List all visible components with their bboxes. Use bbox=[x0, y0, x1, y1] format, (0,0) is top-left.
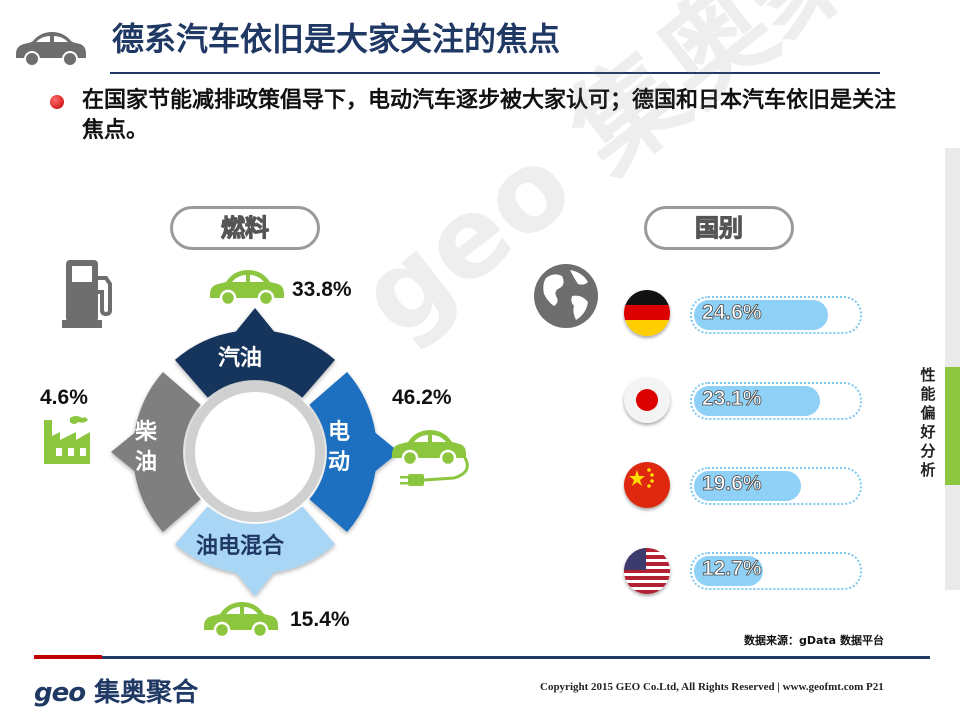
bar-japan bbox=[694, 386, 820, 416]
ring-label-petrol: 汽油 bbox=[218, 346, 263, 371]
electric-car-icon bbox=[388, 424, 470, 494]
data-source: 数据来源：gData 数据平台 bbox=[744, 634, 884, 647]
side-tab-label[interactable]: 性能偏好分析 bbox=[920, 366, 936, 479]
car-icon bbox=[200, 596, 280, 639]
petrol-pct-label: 33.8% bbox=[292, 278, 352, 301]
side-tab-active[interactable] bbox=[945, 367, 960, 485]
bullet-text: 在国家节能减排政策倡导下，电动汽车逐步被大家认可；德国和日本汽车依旧是关注焦点。 bbox=[82, 88, 897, 143]
ring-label-diesel: 柴油 bbox=[134, 420, 157, 475]
bullet-icon bbox=[50, 95, 64, 109]
bar-track-germany: 24.6% bbox=[690, 296, 862, 334]
bar-germany bbox=[694, 300, 828, 330]
bar-track-japan: 23.1% bbox=[690, 382, 862, 420]
flag-germany-icon bbox=[624, 290, 670, 336]
title-underline bbox=[110, 72, 880, 74]
page-number: P21 bbox=[866, 681, 884, 693]
bar-label-japan: 23.1% bbox=[702, 387, 762, 411]
electric-pct-label: 46.2% bbox=[392, 386, 452, 409]
footer-logo-latin: geo bbox=[34, 678, 86, 708]
bar-label-germany: 24.6% bbox=[702, 301, 762, 325]
page-title: 德系汽车依旧是大家关注的焦点 bbox=[112, 20, 561, 58]
hybrid-pct-label: 15.4% bbox=[290, 608, 350, 631]
footer-accent bbox=[34, 655, 102, 659]
flag-china-icon bbox=[624, 462, 670, 508]
fuel-section-label: 燃料 bbox=[170, 206, 320, 250]
bar-track-china: 19.6% bbox=[690, 467, 862, 505]
fuel-pump-icon bbox=[60, 256, 116, 330]
car-icon bbox=[206, 264, 286, 307]
bar-label-usa: 12.7% bbox=[702, 557, 762, 581]
flag-japan-icon bbox=[624, 377, 670, 423]
copyright-text: Copyright 2015 GEO Co.Ltd, All Rights Re… bbox=[540, 681, 864, 693]
factory-icon bbox=[40, 414, 92, 466]
globe-icon bbox=[532, 262, 600, 330]
ring-segment-petrol bbox=[174, 308, 336, 398]
fuel-chart bbox=[111, 308, 399, 596]
ring-segment-electric bbox=[309, 371, 399, 533]
footer-logo-cn: 集奥聚合 bbox=[94, 678, 199, 708]
bar-china bbox=[694, 471, 801, 501]
flag-usa-icon bbox=[624, 548, 670, 594]
bar-usa bbox=[694, 556, 763, 586]
footer-logo: geo 集奥聚合 bbox=[34, 672, 198, 709]
copyright: Copyright 2015 GEO Co.Ltd, All Rights Re… bbox=[540, 681, 884, 693]
ring-segment-hybrid bbox=[174, 506, 336, 596]
country-section-label: 国别 bbox=[644, 206, 794, 250]
bar-label-china: 19.6% bbox=[702, 472, 762, 496]
ring-label-electric: 电动 bbox=[327, 420, 350, 475]
diesel-pct-label: 4.6% bbox=[40, 386, 88, 409]
bar-track-usa: 12.7% bbox=[690, 552, 862, 590]
ring-segment-diesel bbox=[111, 371, 201, 533]
footer-rule bbox=[102, 656, 930, 659]
header-car-icon bbox=[10, 24, 88, 68]
ring-label-hybrid: 油电混合 bbox=[196, 534, 285, 559]
